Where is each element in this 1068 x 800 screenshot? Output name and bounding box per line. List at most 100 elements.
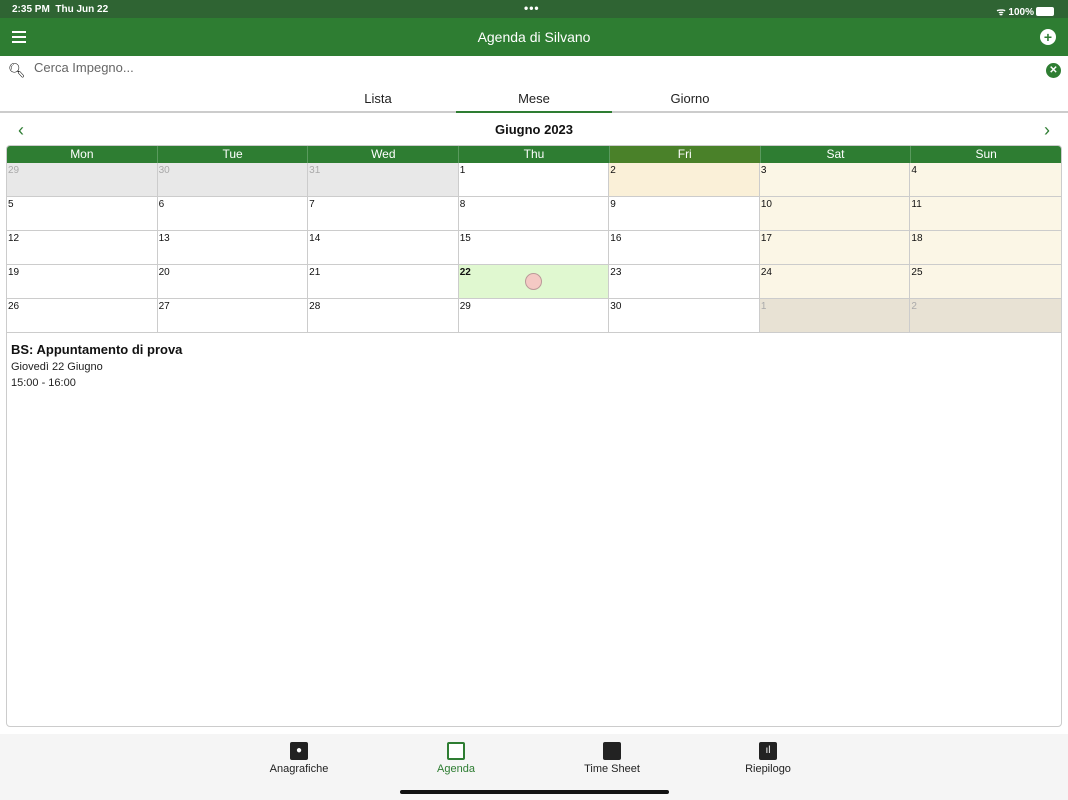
day-cell[interactable]: 2 bbox=[910, 299, 1061, 333]
month-navigator: ‹ Giugno 2023 › bbox=[0, 118, 1068, 142]
tab-mese[interactable]: Mese bbox=[456, 91, 612, 113]
day-cell[interactable]: 31 bbox=[308, 163, 459, 197]
day-number: 19 bbox=[8, 267, 20, 278]
bottom-tab-agenda[interactable]: Agenda bbox=[396, 742, 516, 775]
day-cell[interactable]: 19 bbox=[7, 265, 158, 299]
day-cell[interactable]: 30 bbox=[157, 163, 309, 197]
bottom-tab-label: Riepilogo bbox=[745, 763, 791, 775]
day-cell[interactable]: 12 bbox=[7, 231, 158, 265]
day-number: 30 bbox=[610, 301, 622, 312]
event-marker[interactable] bbox=[524, 273, 542, 290]
page-title: Agenda di Silvano bbox=[477, 29, 591, 45]
day-cell[interactable]: 2 bbox=[609, 163, 760, 197]
day-cell[interactable]: 18 bbox=[910, 231, 1061, 265]
bottom-tab-label: Time Sheet bbox=[584, 763, 640, 775]
day-cell[interactable]: 21 bbox=[308, 265, 459, 299]
day-number: 27 bbox=[158, 301, 170, 312]
day-number: 18 bbox=[911, 233, 923, 244]
tab-giorno[interactable]: Giorno bbox=[670, 91, 710, 106]
day-cell[interactable]: 15 bbox=[458, 231, 610, 265]
status-bar: 2:35 PM Thu Jun 22 ••• ᯤ 100% bbox=[0, 0, 1068, 18]
search-bar: 🔍︎ ✕ bbox=[0, 56, 1068, 84]
day-cell[interactable]: 27 bbox=[157, 299, 309, 333]
weekday-tue: Tue bbox=[158, 146, 309, 163]
weekday-header: Mon Tue Wed Thu Fri Sat Sun bbox=[7, 146, 1061, 163]
day-cell[interactable]: 29 bbox=[7, 163, 158, 197]
day-number: 30 bbox=[158, 165, 170, 176]
day-number: 9 bbox=[610, 199, 616, 210]
day-cell[interactable]: 13 bbox=[157, 231, 309, 265]
day-cell[interactable]: 10 bbox=[759, 197, 911, 231]
day-cell[interactable]: 30 bbox=[609, 299, 760, 333]
bottom-tab-bar: ● Anagrafiche Agenda Time Sheet ıl Riepilo… bbox=[0, 734, 1068, 800]
chevron-left-icon[interactable]: ‹ bbox=[18, 120, 24, 140]
battery-icon bbox=[1036, 7, 1054, 16]
day-number: 2 bbox=[610, 165, 616, 176]
event-item[interactable]: BS: Appuntamento di prova Giovedì 22 Giu… bbox=[7, 333, 1061, 402]
weekday-wed: Wed bbox=[308, 146, 460, 163]
search-icon: 🔍︎ bbox=[8, 62, 26, 78]
day-cell[interactable]: 23 bbox=[609, 265, 760, 299]
bottom-tab-label: Anagrafiche bbox=[269, 763, 329, 775]
day-cell[interactable]: 16 bbox=[609, 231, 760, 265]
day-cell[interactable]: 28 bbox=[308, 299, 459, 333]
day-number: 1 bbox=[760, 301, 767, 312]
day-number: 3 bbox=[760, 165, 767, 176]
status-time: 2:35 PM bbox=[12, 4, 50, 15]
day-cell[interactable]: 17 bbox=[759, 231, 911, 265]
day-number: 28 bbox=[309, 301, 321, 312]
day-cell[interactable]: 14 bbox=[308, 231, 459, 265]
day-number: 1 bbox=[459, 165, 466, 176]
day-cell[interactable]: 6 bbox=[157, 197, 309, 231]
day-cell[interactable]: 1 bbox=[458, 163, 610, 197]
day-number: 29 bbox=[8, 165, 20, 176]
weekday-mon: Mon bbox=[7, 146, 158, 163]
day-cell[interactable]: 29 bbox=[458, 299, 610, 333]
tab-lista[interactable]: Lista bbox=[364, 91, 392, 106]
day-cell[interactable]: 11 bbox=[910, 197, 1061, 231]
weekday-thu: Thu bbox=[459, 146, 610, 163]
day-number: 2 bbox=[911, 301, 917, 312]
wifi-icon: ᯤ bbox=[996, 7, 1006, 18]
day-number: 4 bbox=[911, 165, 917, 176]
menu-icon[interactable] bbox=[12, 31, 26, 46]
person-icon: ● bbox=[290, 742, 308, 760]
event-time: 15:00 - 16:00 bbox=[11, 377, 76, 389]
day-number: 20 bbox=[158, 267, 170, 278]
add-icon[interactable]: + bbox=[1040, 29, 1056, 45]
event-date: Giovedì 22 Giugno bbox=[11, 361, 103, 373]
day-number: 10 bbox=[760, 199, 772, 210]
chevron-right-icon[interactable]: › bbox=[1044, 120, 1050, 140]
day-cell[interactable]: 3 bbox=[759, 163, 911, 197]
home-indicator[interactable] bbox=[400, 790, 669, 794]
day-number: 15 bbox=[459, 233, 471, 244]
calendar: Mon Tue Wed Thu Fri Sat Sun 29 30 31 1 2 3 4 5 6… bbox=[6, 145, 1062, 727]
bottom-tab-anagrafiche[interactable]: ● Anagrafiche bbox=[239, 742, 359, 775]
multitasking-dots-icon[interactable]: ••• bbox=[524, 1, 540, 15]
day-cell[interactable]: 25 bbox=[910, 265, 1061, 299]
day-cell[interactable]: 22 bbox=[458, 265, 610, 299]
day-number: 7 bbox=[309, 199, 315, 210]
search-input[interactable] bbox=[34, 60, 934, 75]
weekday-sat: Sat bbox=[761, 146, 912, 163]
day-number: 24 bbox=[760, 267, 772, 278]
day-number: 11 bbox=[911, 199, 922, 210]
day-number: 21 bbox=[309, 267, 321, 278]
day-cell[interactable]: 4 bbox=[910, 163, 1061, 197]
day-cell[interactable]: 1 bbox=[759, 299, 911, 333]
day-cell[interactable]: 5 bbox=[7, 197, 158, 231]
day-number: 14 bbox=[309, 233, 321, 244]
bottom-tab-riepilogo[interactable]: ıl Riepilogo bbox=[708, 742, 828, 775]
day-cell[interactable]: 26 bbox=[7, 299, 158, 333]
day-cell[interactable]: 24 bbox=[759, 265, 911, 299]
day-number: 29 bbox=[459, 301, 471, 312]
day-number: 16 bbox=[610, 233, 622, 244]
bottom-tab-time-sheet[interactable]: Time Sheet bbox=[552, 742, 672, 775]
day-cell[interactable]: 8 bbox=[458, 197, 610, 231]
day-cell[interactable]: 20 bbox=[157, 265, 309, 299]
day-cell[interactable]: 9 bbox=[609, 197, 760, 231]
day-number: 25 bbox=[911, 267, 923, 278]
clear-search-icon[interactable]: ✕ bbox=[1046, 63, 1061, 78]
day-cell[interactable]: 7 bbox=[308, 197, 459, 231]
status-date: Thu Jun 22 bbox=[55, 4, 109, 15]
